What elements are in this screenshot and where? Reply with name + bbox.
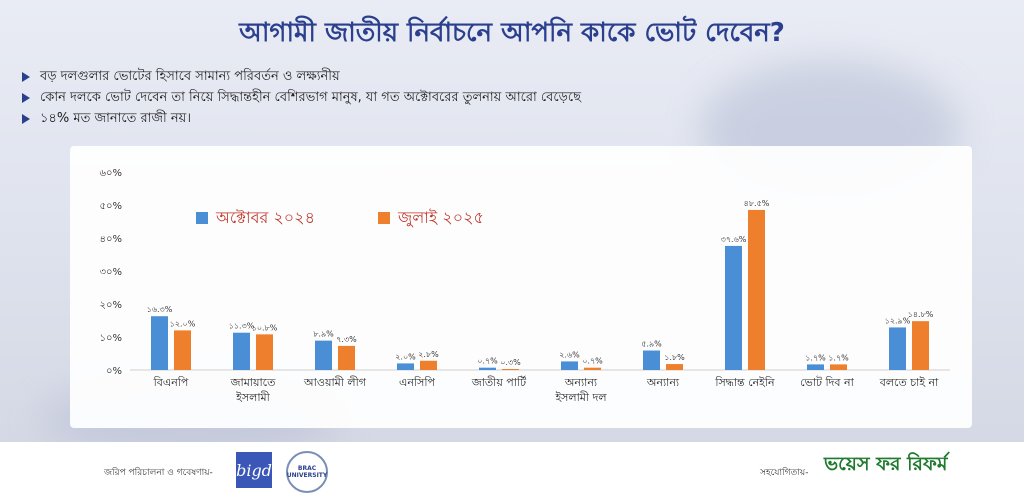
bar — [807, 364, 824, 370]
legend-label: অক্টোবর ২০২৪ — [215, 208, 315, 227]
bullet-text: কোন দলকে ভোট দেবেন তা নিয়ে সিদ্ধান্তহীন… — [40, 90, 582, 105]
bar-value-label: ১২.৯% — [885, 316, 911, 325]
footer — [0, 442, 1024, 496]
x-tick-label: ভোট দিব না — [800, 376, 854, 389]
bar — [151, 316, 168, 370]
bar — [889, 327, 906, 370]
bar-value-label: ৭.৩% — [336, 335, 357, 344]
bullet-text: ১৪% মত জানাতে রাজী নয়। — [40, 111, 191, 126]
bar-value-label: ১০.৮% — [252, 323, 278, 332]
bar — [233, 332, 250, 370]
y-tick-label: ০% — [106, 366, 122, 377]
bar — [256, 334, 273, 370]
bar-value-label: ১.৭% — [828, 353, 849, 362]
bar-value-label: ৩৭.৬% — [721, 235, 747, 244]
bar — [397, 363, 414, 370]
bar-value-label: ০.৩% — [500, 358, 521, 367]
bar-value-label: ৫.৯% — [641, 340, 662, 349]
bar — [584, 367, 601, 370]
bar — [830, 364, 847, 370]
bar-value-label: ৪৮.৫% — [744, 199, 770, 208]
y-tick-label: ৫০% — [100, 201, 123, 212]
bar — [666, 364, 683, 370]
brac-university-logo: BRAC UNIVERSITY — [286, 451, 328, 493]
chart-panel: ০% ১০% ২০% ৩০% ৪০% ৫০% ৬০% ১৬.৩% ১২.০% বিএনপি ১১.৩… — [70, 146, 972, 428]
footer-support-label: সহযোগিতায়- — [760, 468, 809, 478]
bar — [338, 345, 355, 370]
bar-value-label: ২.৮% — [418, 350, 439, 359]
bullet-triangle-icon — [22, 71, 30, 82]
x-tick-label: বিএনপি — [153, 376, 189, 389]
bar-value-label: ১১.৩% — [229, 322, 255, 331]
x-tick-label: সিদ্ধান্ত নেইনি — [714, 376, 775, 389]
legend-swatch — [196, 212, 208, 224]
bar-value-label: ০.৭% — [477, 357, 498, 366]
y-tick-label: ৬০% — [99, 168, 122, 179]
bar-value-label: ১২.০% — [170, 319, 196, 328]
bar — [420, 360, 437, 370]
bar — [502, 369, 519, 370]
y-tick-label: ৪০% — [100, 234, 123, 245]
bigd-logo: bigd — [236, 452, 272, 488]
footer-credit-label: জরিপ পরিচালনা ও গবেষণায়- — [104, 468, 213, 478]
y-tick-label: ৩০% — [99, 267, 122, 278]
legend-swatch — [378, 212, 390, 224]
bar-chart: ০% ১০% ২০% ৩০% ৪০% ৫০% ৬০% ১৬.৩% ১২.০% বিএনপি ১১.৩… — [99, 168, 950, 404]
bullet-triangle-icon — [22, 113, 30, 124]
bar — [725, 245, 742, 370]
bar — [561, 361, 578, 370]
bar — [174, 330, 191, 370]
legend-label: জুলাই ২০২৫ — [397, 208, 484, 228]
x-tick-label: অন্যান্য — [646, 376, 680, 389]
y-tick-label: ১০% — [100, 333, 123, 344]
bar-value-label: ১.৮% — [664, 353, 685, 362]
bullet-item: বড় দলগুলার ভোটের হিসাবে সামান্য পরিবর্ত… — [22, 66, 581, 87]
bullet-triangle-icon — [22, 92, 30, 103]
bullet-text: বড় দলগুলার ভোটের হিসাবে সামান্য পরিবর্ত… — [40, 69, 340, 84]
bar-value-label: ১৪.৮% — [908, 310, 934, 319]
x-tick-label: জামায়াতে — [230, 376, 276, 389]
bar — [912, 321, 929, 370]
bullet-item: কোন দলকে ভোট দেবেন তা নিয়ে সিদ্ধান্তহীন… — [22, 87, 581, 108]
x-tick-label: বলতে চাই না — [879, 376, 939, 389]
bullet-list: বড় দলগুলার ভোটের হিসাবে সামান্য পরিবর্ত… — [22, 66, 581, 129]
bar — [643, 350, 660, 370]
bar-value-label: ৮.৯% — [313, 330, 334, 339]
bar-value-label: ২.৬% — [559, 350, 580, 359]
bar-value-label: ২.০% — [395, 352, 416, 361]
bar — [748, 209, 765, 370]
x-tick-label: এনসিপি — [399, 376, 435, 389]
x-tick-label: ইসলামী দল — [554, 391, 607, 404]
x-tick-label: অন্যান্য — [564, 376, 598, 389]
voice-for-reform-logo: ভয়েস ফর রিফর্ম — [824, 453, 948, 475]
bullet-item: ১৪% মত জানাতে রাজী নয়। — [22, 108, 581, 129]
y-tick-label: ২০% — [99, 300, 122, 311]
x-tick-label: ইসলামী — [235, 391, 270, 404]
bar-value-label: ১.৭% — [805, 353, 826, 362]
page-title: আগামী জাতীয় নির্বাচনে আপনি কাকে ভোট দেব… — [239, 18, 785, 48]
bar — [479, 367, 496, 370]
bar — [315, 340, 332, 370]
bar-value-label: ১৬.৩% — [147, 305, 173, 314]
bar-value-label: ০.৭% — [582, 357, 603, 366]
x-tick-label: জাতীয় পার্টি — [471, 376, 527, 389]
x-tick-label: আওয়ামী লীগ — [303, 376, 367, 389]
